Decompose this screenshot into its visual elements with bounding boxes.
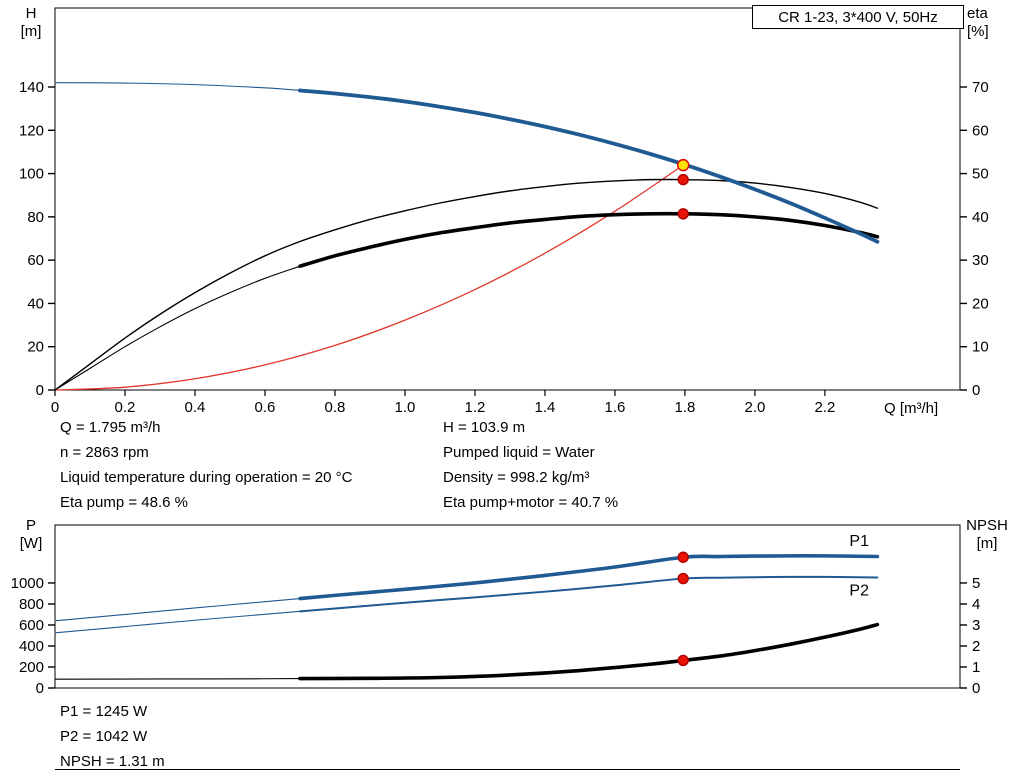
q-axis-title: Q [m³/h] xyxy=(884,400,939,417)
right-axis-tick-label: 4 xyxy=(972,596,980,613)
x-axis-tick-label: 0.2 xyxy=(115,399,136,416)
right-axis-tick-label: 3 xyxy=(972,617,980,634)
x-axis-tick-label: 0 xyxy=(51,399,59,416)
info-density: Density = 998.2 kg/m³ xyxy=(443,469,590,486)
chart-frame xyxy=(54,7,961,391)
series-label-p2: P2 xyxy=(849,583,869,600)
left-axis-tick-label: 80 xyxy=(27,209,44,226)
right-axis-tick-label: 5 xyxy=(972,575,980,592)
x-axis-tick-label: 1.4 xyxy=(535,399,556,416)
left-axis-tick-label: 120 xyxy=(19,122,44,139)
info-liquid: Pumped liquid = Water xyxy=(443,444,595,461)
info-temperature: Liquid temperature during operation = 20… xyxy=(60,469,353,486)
left-axis-tick-label: 400 xyxy=(19,638,44,655)
npsh-curve-thin xyxy=(54,678,301,680)
x-axis-tick-label: 2.2 xyxy=(814,399,835,416)
right-axis-tick-label: 20 xyxy=(972,295,989,312)
head-curve-thin xyxy=(54,82,301,92)
duty-info-left: Q = 1.795 m³/h n = 2863 rpm Liquid tempe… xyxy=(60,415,352,515)
chart-frame xyxy=(54,524,961,689)
info-npsh: NPSH = 1.31 m xyxy=(60,753,165,770)
right-axis-tick-label: 2 xyxy=(972,638,980,655)
left-axis-tick-label: 600 xyxy=(19,617,44,634)
right-axis-tick-label: 0 xyxy=(972,382,980,399)
x-axis-tick-label: 0.4 xyxy=(185,399,206,416)
axis-unit-m: [m] xyxy=(20,23,42,40)
axis-unit-pct: [%] xyxy=(967,23,989,40)
left-axis-tick-label: 20 xyxy=(27,339,44,356)
left-axis-tick-label: 0 xyxy=(36,680,44,697)
right-axis-tick-label: 10 xyxy=(972,339,989,356)
npsh-curve xyxy=(298,622,880,681)
p-axis-title: P [W] xyxy=(13,517,49,553)
right-axis-tick-label: 30 xyxy=(972,252,989,269)
right-axis-tick-label: 70 xyxy=(972,79,989,96)
p2-point xyxy=(677,572,689,585)
p1-curve xyxy=(298,554,880,601)
left-axis-tick-label: 60 xyxy=(27,252,44,269)
head-curve xyxy=(298,88,880,244)
pump-model-box: CR 1-23, 3*400 V, 50Hz xyxy=(752,5,964,29)
axis-label-h: H xyxy=(25,5,37,22)
left-axis-tick-label: 800 xyxy=(19,596,44,613)
info-p2: P2 = 1042 W xyxy=(60,728,148,745)
info-flow: Q = 1.795 m³/h xyxy=(60,419,161,436)
info-eta-pump: Eta pump = 48.6 % xyxy=(60,494,188,511)
info-p1: P1 = 1245 W xyxy=(60,703,148,720)
axis-label-eta: eta xyxy=(967,5,988,22)
right-axis-tick-label: 40 xyxy=(972,209,989,226)
x-axis-tick-label: 0.6 xyxy=(255,399,276,416)
x-axis-tick-label: 1.0 xyxy=(395,399,416,416)
axis-label-npsh: NPSH xyxy=(966,517,1008,534)
duty-info-right: H = 103.9 m Pumped liquid = Water Densit… xyxy=(443,415,618,515)
right-axis-tick-label: 0 xyxy=(972,680,980,697)
npsh-axis-title: NPSH [m] xyxy=(958,517,1016,553)
left-axis-tick-label: 0 xyxy=(36,382,44,399)
info-head: H = 103.9 m xyxy=(443,419,526,436)
eta-pump-curve xyxy=(54,178,879,391)
eta-pump-point xyxy=(677,173,689,186)
left-axis-tick-label: 1000 xyxy=(11,575,44,592)
right-axis-tick-label: 1 xyxy=(972,659,980,676)
axis-unit-m2: [m] xyxy=(976,535,998,552)
info-speed: n = 2863 rpm xyxy=(60,444,149,461)
series-label-p1: P1 xyxy=(849,533,869,550)
pump-model-label: CR 1-23, 3*400 V, 50Hz xyxy=(778,8,938,26)
footer-divider xyxy=(55,769,960,770)
eta-pump-motor-curve xyxy=(298,211,880,268)
npsh-point xyxy=(677,654,689,667)
axis-unit-w: [W] xyxy=(19,535,43,552)
eta-pump-motor-curve-thin xyxy=(54,265,301,391)
h-axis-title: H [m] xyxy=(13,5,49,41)
p1-point xyxy=(677,551,689,563)
x-axis-tick-label: 1.2 xyxy=(465,399,486,416)
eta-pump-motor-point xyxy=(677,208,689,220)
x-axis-tick-label: 0.8 xyxy=(325,399,346,416)
axis-label-p: P xyxy=(25,517,36,534)
power-info: P1 = 1245 W P2 = 1042 W NPSH = 1.31 m xyxy=(60,699,165,774)
x-axis-tick-label: 1.8 xyxy=(675,399,696,416)
duty-flow-curve xyxy=(54,164,684,391)
left-axis-tick-label: 140 xyxy=(19,79,44,96)
right-axis-tick-label: 60 xyxy=(972,122,989,139)
eta-axis-title: eta [%] xyxy=(967,5,1017,41)
left-axis-tick-label: 100 xyxy=(19,166,44,183)
duty-point xyxy=(676,158,690,172)
x-axis-tick-label: 2.0 xyxy=(744,399,765,416)
info-eta-pump-motor: Eta pump+motor = 40.7 % xyxy=(443,494,619,511)
p2-curve xyxy=(298,575,879,613)
left-axis-tick-label: 200 xyxy=(19,659,44,676)
right-axis-tick-label: 50 xyxy=(972,166,989,183)
p2-curve-thin xyxy=(54,610,301,634)
p1-curve-thin xyxy=(54,597,301,622)
x-axis-tick-label: 1.6 xyxy=(605,399,626,416)
left-axis-tick-label: 40 xyxy=(27,295,44,312)
